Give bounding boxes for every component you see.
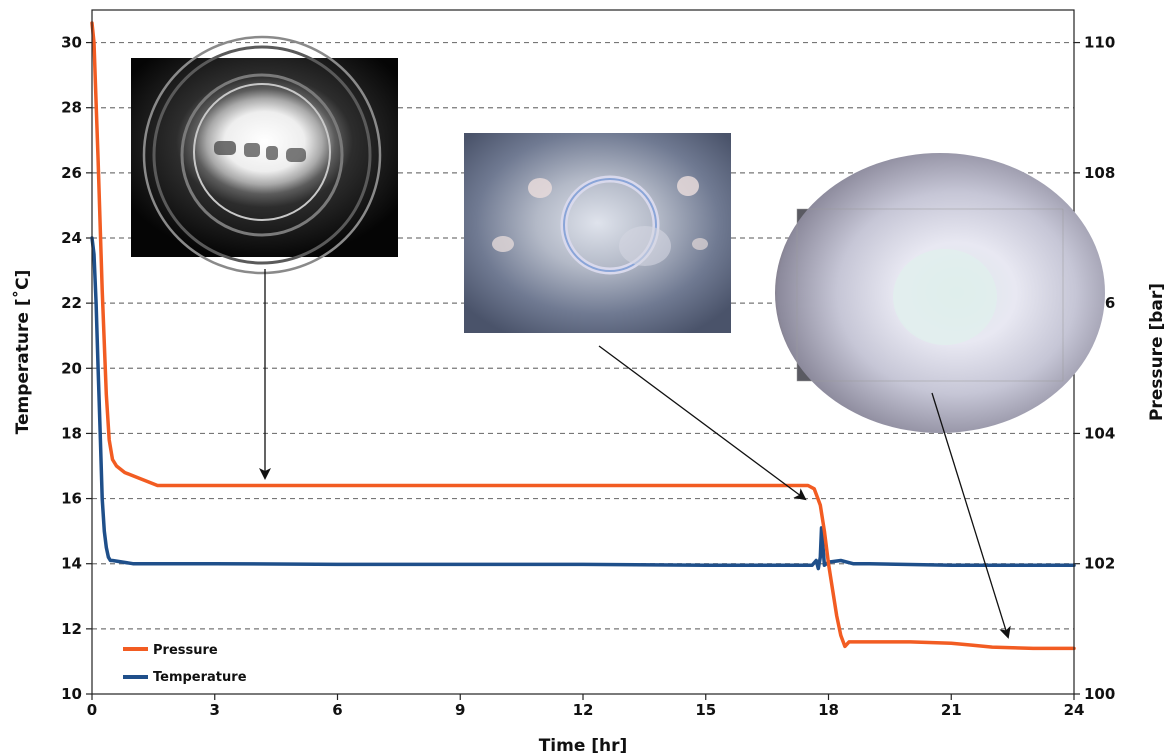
series-lines (90, 21, 1076, 651)
annotation-arrow-2 (598, 345, 807, 501)
x-tick-label: 9 (455, 701, 465, 719)
x-tick-label: 12 (573, 701, 594, 719)
x-tick-label: 21 (941, 701, 962, 719)
y-left-tick-label: 26 (61, 164, 82, 182)
y-left-tick-label: 24 (61, 229, 82, 247)
y-left-tick-label: 14 (61, 555, 82, 573)
y-left-tick-label: 12 (61, 620, 82, 638)
x-tick-label: 6 (332, 701, 342, 719)
inset-image-initial (131, 35, 398, 275)
inset-image-final (775, 153, 1105, 433)
y-left-tick-label: 18 (61, 424, 82, 442)
y-left-tick-label: 22 (61, 294, 82, 312)
x-tick-label: 24 (1064, 701, 1085, 719)
y-axis-left-label: Temperature [˚C] (11, 270, 33, 435)
y-right-tick-label: 100 (1084, 685, 1115, 703)
x-axis-label: Time [hr] (539, 736, 628, 755)
annotation-arrow-3 (931, 392, 1011, 639)
legend-label-temperature: Temperature (153, 670, 247, 685)
inset-image-crystallization (464, 133, 731, 333)
x-tick-label: 0 (87, 701, 97, 719)
axis-ticks: 1012141618202224262830100102104106108110… (61, 34, 1115, 719)
series-line-pressure (90, 21, 1076, 651)
legend: Pressure Temperature (123, 643, 247, 685)
x-tick-label: 18 (818, 701, 839, 719)
y-left-tick-label: 20 (61, 359, 82, 377)
y-right-tick-label: 110 (1084, 34, 1115, 52)
y-left-tick-label: 16 (61, 490, 82, 508)
y-right-tick-label: 104 (1084, 424, 1115, 442)
x-tick-label: 3 (210, 701, 220, 719)
x-tick-label: 15 (695, 701, 716, 719)
y-left-tick-label: 28 (61, 99, 82, 117)
y-right-tick-label: 102 (1084, 555, 1115, 573)
y-left-tick-label: 10 (61, 685, 82, 703)
series-line-temperature (90, 236, 1076, 571)
y-axis-right-label: Pressure [bar] (1147, 283, 1167, 421)
y-right-tick-label: 108 (1084, 164, 1115, 182)
legend-label-pressure: Pressure (153, 643, 218, 658)
y-left-tick-label: 30 (61, 34, 82, 52)
